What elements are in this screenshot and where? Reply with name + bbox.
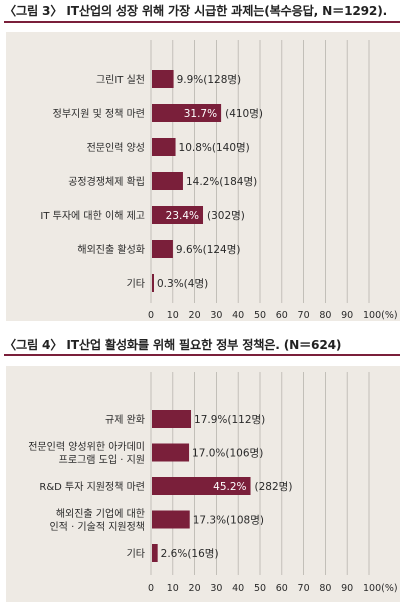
chart4-value-label: 2.6%(16명): [161, 548, 219, 560]
chart3-count-label: (302명): [207, 210, 245, 222]
chart3-x-tick-label: 0: [148, 310, 154, 321]
chart4-value-label: 45.2%: [213, 481, 246, 493]
chart3-x-tick-label: 90: [341, 310, 353, 321]
chart4-x-tick-label: 10: [167, 583, 179, 594]
chart4-value-label: 17.3%(108명): [193, 515, 264, 527]
chart4-category-label: 인적 · 기술적 지원정책: [49, 521, 145, 533]
chart4-x-tick-label: 0: [148, 583, 154, 594]
chart4-bar: [152, 544, 158, 562]
chart3-panel: [6, 32, 400, 321]
chart4-count-label: (282명): [255, 481, 293, 493]
chart3-value-label: 0.3%(4명): [157, 278, 208, 290]
chart3-value-label: 23.4%: [166, 210, 199, 222]
chart3-x-tick-label: 10: [167, 310, 179, 321]
chart3-value-label: 31.7%: [184, 108, 217, 120]
chart3-x-tick-label: 20: [189, 310, 201, 321]
chart3-title: 〈그림 3〉 IT산업의 성장 위해 가장 시급한 과제는(복수응답, N＝12…: [4, 4, 388, 18]
chart3-x-tick-label: 100(%): [363, 310, 398, 321]
chart4-title-rule: [4, 354, 400, 356]
chart4-x-tick-label: 40: [232, 583, 244, 594]
chart4-x-tick-label: 50: [254, 583, 266, 594]
chart4-x-tick-label: 90: [341, 583, 353, 594]
chart4-title: 〈그림 4〉 IT산업 활성화를 위해 필요한 정부 정책은. (N＝624): [4, 338, 342, 352]
chart4-category-label: R&D 투자 지원정책 마련: [39, 481, 145, 493]
chart4-category-label: 전문인력 양성위한 아카데미: [28, 440, 145, 453]
chart4-x-tick-label: 80: [319, 583, 331, 594]
chart3-category-label: 그린IT 실천: [96, 74, 145, 86]
chart3-value-label: 10.8%(140명): [179, 142, 250, 154]
chart4-category-label: 규제 완화: [105, 414, 145, 426]
chart4-category-label: 프로그램 도입 · 지원: [59, 453, 145, 466]
chart3-count-label: (410명): [225, 108, 263, 120]
chart3-value-label: 14.2%(184명): [186, 176, 257, 188]
chart3-x-tick-label: 30: [210, 310, 222, 321]
chart3-bar: [152, 240, 173, 258]
chart3-category-label: IT 투자에 대한 이해 제고: [40, 209, 145, 222]
chart4-bar: [152, 477, 251, 495]
chart3-bar: [152, 172, 183, 190]
chart4-category-label: 해외진출 기업에 대한: [56, 507, 145, 520]
chart3-x-tick-label: 60: [276, 310, 288, 321]
chart3-x-tick-label: 50: [254, 310, 266, 321]
chart3-category-label: 공정경쟁체제 확립: [68, 175, 145, 188]
chart4-x-tick-label: 60: [276, 583, 288, 594]
chart4-category-label: 기타: [127, 548, 145, 560]
chart3-value-label: 9.9%(128명): [177, 74, 242, 86]
chart4-x-tick-label: 30: [210, 583, 222, 594]
chart4-bar: [152, 443, 190, 462]
chart3-x-tick-label: 40: [232, 310, 244, 321]
chart4-bar: [152, 510, 190, 529]
chart4-x-tick-label: 100(%): [363, 583, 398, 594]
chart3-title-rule: [4, 21, 400, 23]
chart3-x-tick-label: 80: [319, 310, 331, 321]
chart3-bar: [152, 104, 222, 122]
chart3-category-label: 기타: [127, 278, 145, 290]
chart3-bar: [152, 138, 176, 156]
chart3-value-label: 9.6%(124명): [176, 244, 241, 256]
chart4-value-label: 17.9%(112명): [194, 414, 265, 426]
chart4-bar: [152, 410, 192, 428]
chart4-x-tick-label: 20: [189, 583, 201, 594]
chart3-bar: [152, 206, 204, 224]
chart3-category-label: 해외진출 활성화: [77, 243, 145, 256]
chart4-x-tick-label: 70: [298, 583, 310, 594]
chart4-value-label: 17.0%(106명): [192, 448, 263, 460]
chart3-bar: [152, 70, 174, 88]
chart3-category-label: 전문인력 양성: [87, 142, 145, 154]
chart3-bar: [152, 274, 154, 292]
chart3-x-tick-label: 70: [298, 310, 310, 321]
chart3-category-label: 정부지원 및 정책 마련: [53, 108, 145, 120]
